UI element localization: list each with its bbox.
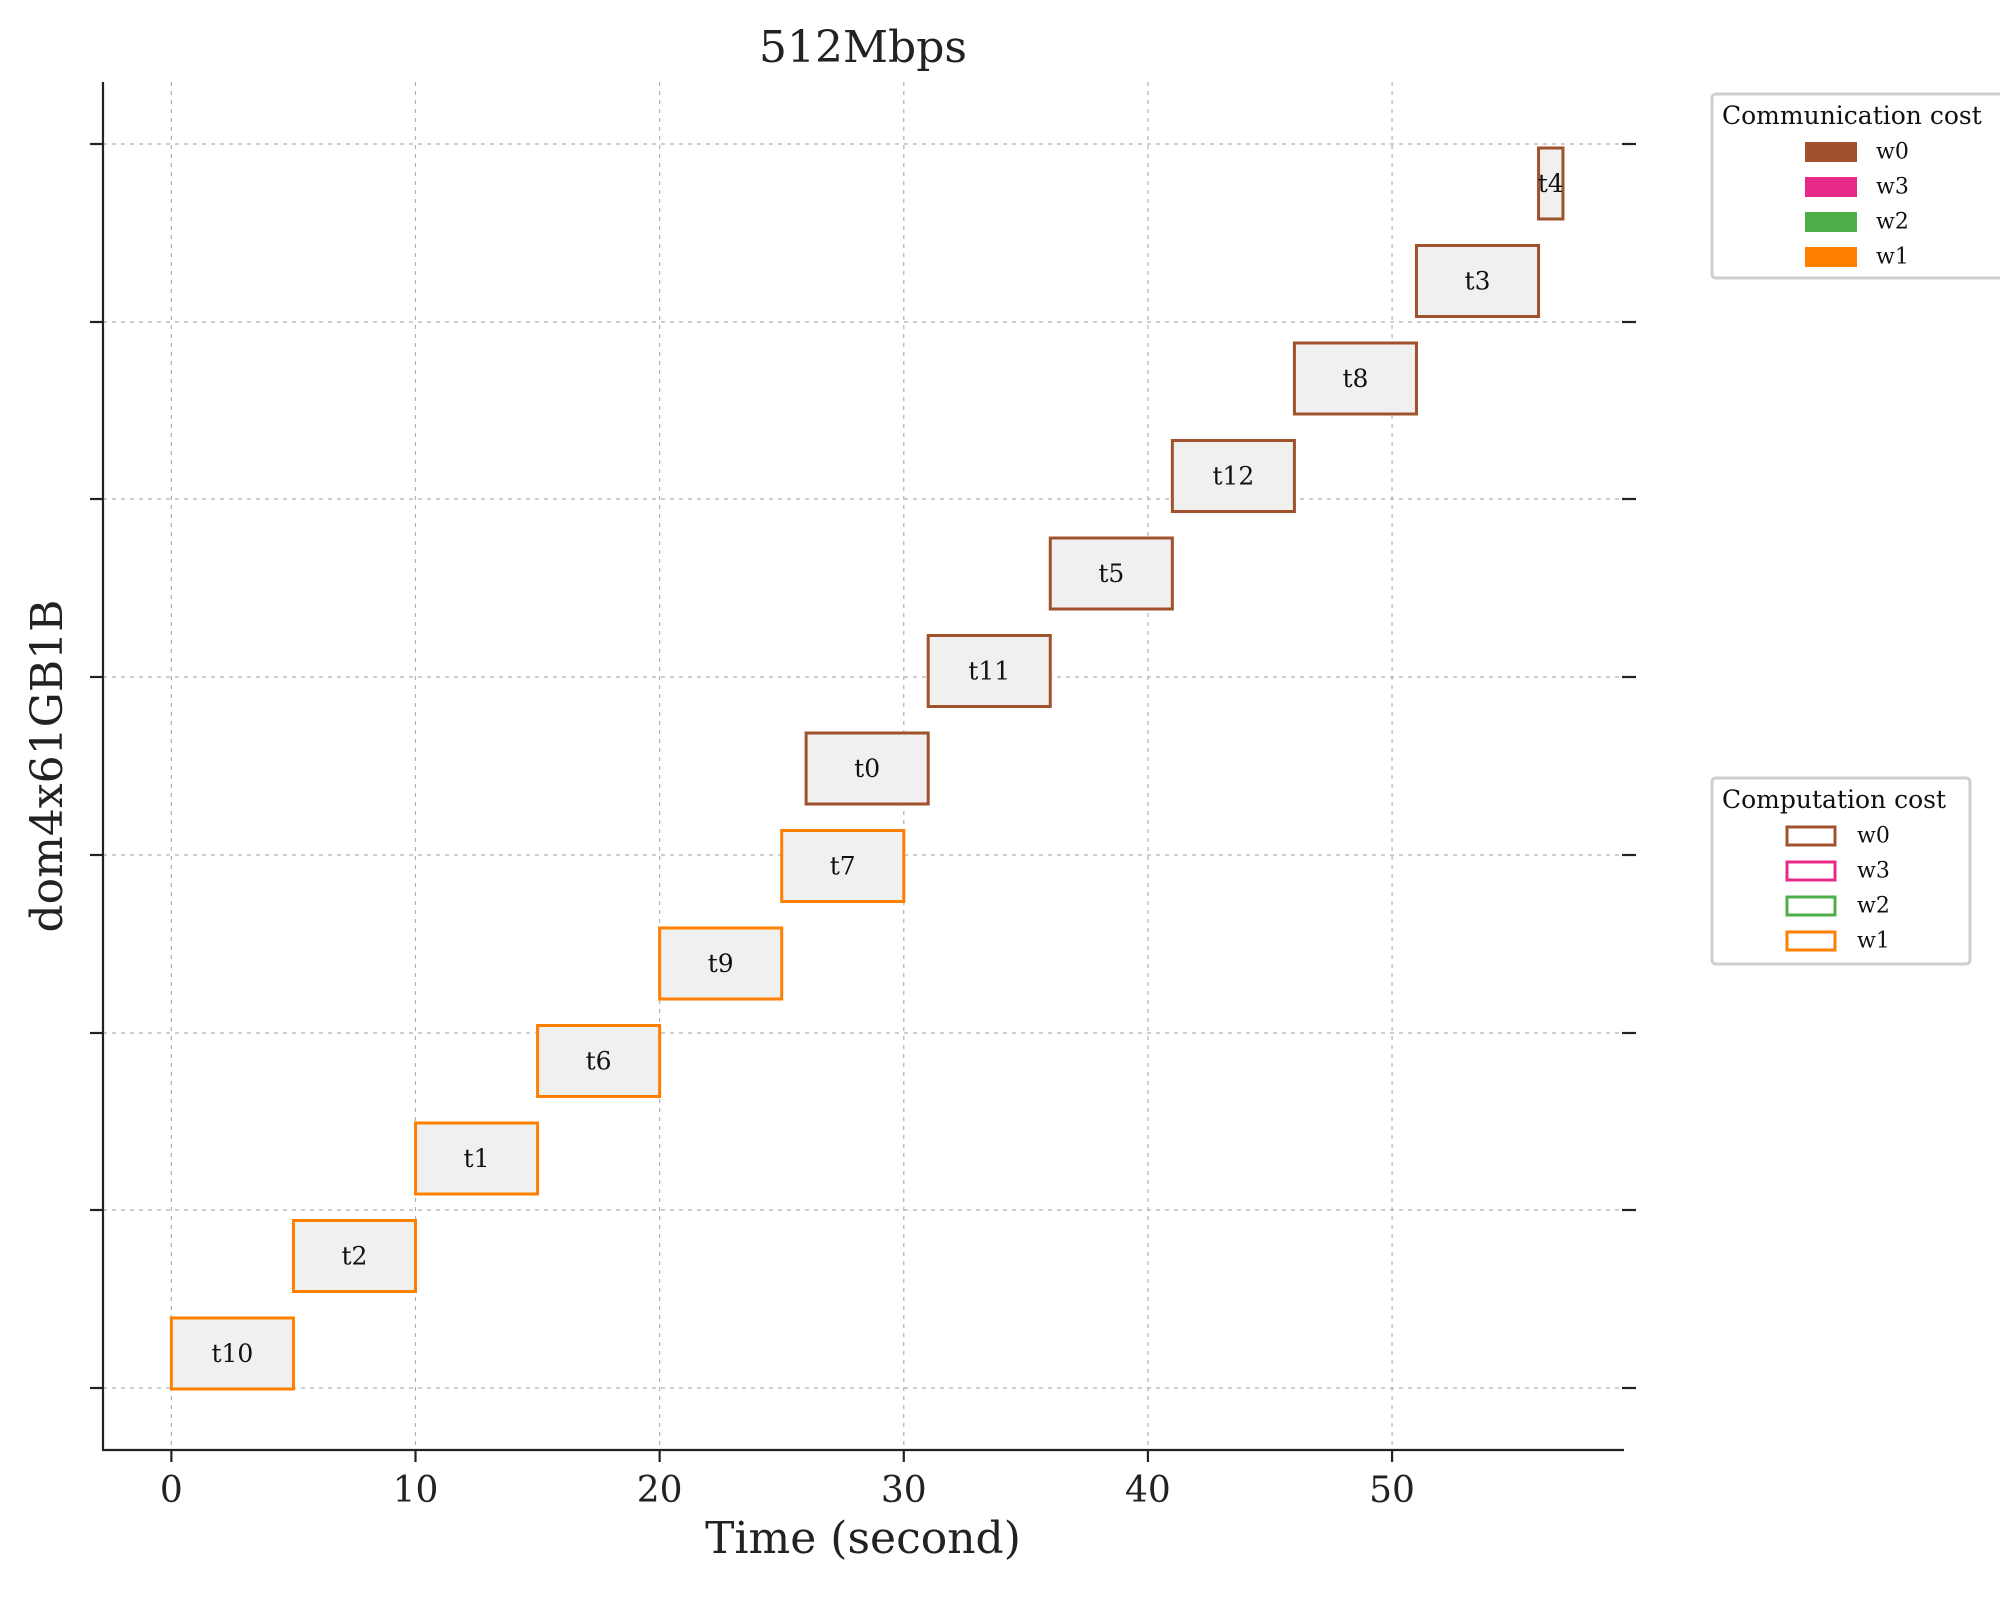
task-bar — [1292, 341, 1418, 416]
task-label: t1 — [464, 1144, 490, 1173]
legend-swatch — [1805, 142, 1857, 162]
task-label: t3 — [1465, 267, 1491, 296]
task-label: t8 — [1342, 364, 1368, 393]
legend-label: w1 — [1876, 245, 1909, 270]
x-tick-label: 10 — [393, 1470, 439, 1511]
task-t0: t0 — [804, 731, 930, 806]
legend-swatch — [1785, 860, 1837, 882]
x-tick-label: 20 — [637, 1470, 683, 1511]
task-bar — [1537, 146, 1565, 221]
task-t2: t2 — [291, 1219, 418, 1293]
task-label: t7 — [830, 852, 856, 881]
task-bar — [414, 1121, 540, 1196]
x-axis-title: Time (second) — [705, 1513, 1021, 1564]
legend-swatch — [1805, 247, 1857, 267]
grid: 0 10 20 30 40 50 — [90, 82, 1636, 1511]
x-tick-label: 50 — [1369, 1470, 1415, 1511]
legend-title: Computation cost — [1722, 785, 1946, 814]
task-bar — [291, 1219, 418, 1293]
legend-label: w0 — [1857, 824, 1890, 849]
task-t8: t8 — [1292, 341, 1418, 416]
task-bar — [536, 1024, 662, 1098]
task-bar — [926, 634, 1052, 708]
legend-swatch — [1805, 177, 1857, 197]
task-t10: t10 — [169, 1316, 295, 1391]
axes — [101, 82, 1624, 1452]
task-bar — [169, 1316, 295, 1391]
task-bar — [804, 731, 930, 806]
task-label: t2 — [341, 1242, 367, 1271]
task-t4: t4 — [1537, 146, 1565, 221]
task-t7: t7 — [780, 829, 906, 903]
task-t3: t3 — [1414, 244, 1541, 318]
legend-label: w2 — [1876, 210, 1909, 235]
task-bar — [1414, 244, 1541, 318]
legend-label: w3 — [1876, 175, 1909, 200]
chart-title: 512Mbps — [759, 22, 967, 73]
legend-computation: Computation cost w0 w3 w2 w1 — [1710, 776, 1972, 966]
task-bar — [1048, 536, 1174, 611]
legend-swatch — [1785, 930, 1837, 952]
task-bar — [658, 926, 784, 1001]
x-tick-label: 30 — [881, 1470, 927, 1511]
task-t11: t11 — [926, 634, 1052, 708]
task-label: t0 — [854, 754, 880, 783]
task-label: t12 — [1212, 462, 1254, 491]
task-t5: t5 — [1048, 536, 1174, 611]
legend-swatch — [1785, 825, 1837, 847]
legend-communication: Communication cost w0 w3 w2 w1 — [1710, 92, 2000, 280]
x-tick-label: 40 — [1125, 1470, 1171, 1511]
legend-title: Communication cost — [1722, 101, 1982, 130]
task-label: t11 — [968, 657, 1010, 686]
legend-label: w2 — [1857, 894, 1890, 919]
legend-label: w3 — [1857, 859, 1890, 884]
task-bar — [780, 829, 906, 903]
task-bar — [1170, 439, 1296, 513]
task-t9: t9 — [658, 926, 784, 1001]
task-label: t9 — [708, 949, 734, 978]
legend-swatch — [1785, 895, 1837, 917]
task-t6: t6 — [536, 1024, 662, 1098]
legend-label: w1 — [1857, 929, 1890, 954]
task-t1: t1 — [414, 1121, 540, 1196]
x-tick-label: 0 — [160, 1470, 183, 1511]
task-label: t6 — [586, 1047, 612, 1076]
task-t12: t12 — [1170, 439, 1296, 513]
task-label: t4 — [1538, 169, 1564, 198]
legend-frame — [1710, 776, 1972, 966]
task-label: t10 — [211, 1339, 253, 1368]
legend-swatch — [1805, 212, 1857, 232]
task-bars: t10 t2 t1 t6 t9 t7 t0 t11 t5 t12 t8 t3 t4 — [169, 146, 1565, 1391]
y-axis-title: dom4x61GB1B — [22, 600, 73, 933]
task-label: t5 — [1098, 559, 1124, 588]
legend-label: w0 — [1876, 140, 1909, 165]
